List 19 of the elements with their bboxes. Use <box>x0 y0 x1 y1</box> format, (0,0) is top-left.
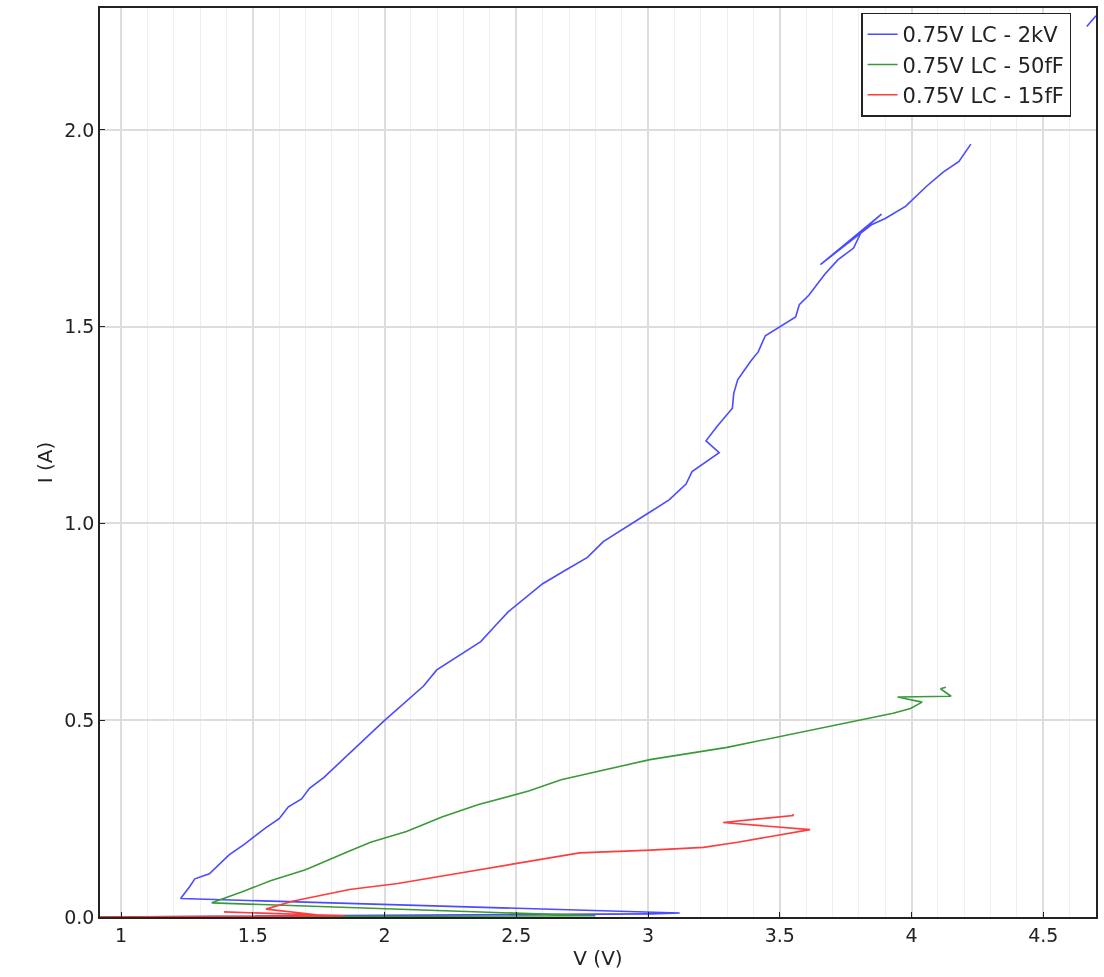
y-tick-label: 2.0 <box>64 118 95 141</box>
x-tick-label: 1.5 <box>237 923 268 946</box>
x-tick-label: 2 <box>378 923 391 946</box>
legend-label: 0.75V LC - 50fF <box>902 53 1064 78</box>
y-axis-title: I (A) <box>33 441 58 484</box>
y-tick-label: 0.5 <box>64 708 95 731</box>
x-tick-label: 4.5 <box>1028 923 1059 946</box>
x-axis-title: V (V) <box>573 945 623 970</box>
x-tick-label: 4 <box>905 923 918 946</box>
legend-label: 0.75V LC - 2kV <box>902 23 1059 48</box>
y-tick-label: 1.5 <box>64 315 95 338</box>
x-tick-label: 2.5 <box>501 923 532 946</box>
y-tick-label: 0.0 <box>64 905 95 928</box>
line-series <box>100 813 811 917</box>
x-tick-label: 1 <box>115 923 128 946</box>
legend-label: 0.75V LC - 15fF <box>902 83 1064 108</box>
x-tick-label: 3.5 <box>764 923 795 946</box>
x-tick-label: 3 <box>642 923 655 946</box>
y-tick-label: 1.0 <box>64 512 95 535</box>
